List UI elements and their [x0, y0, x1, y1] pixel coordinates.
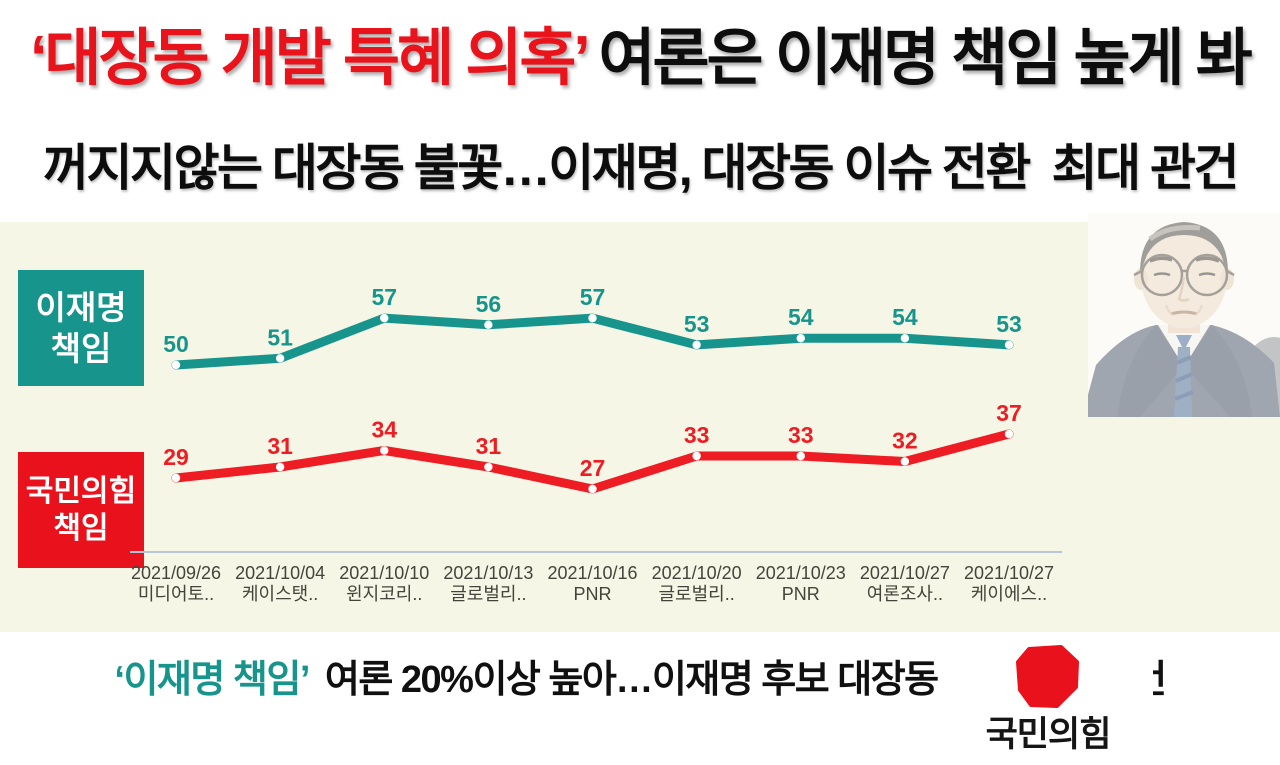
- category-pollster-label: PNR: [782, 584, 820, 604]
- value-label: 27: [580, 455, 606, 481]
- value-label: 31: [267, 433, 293, 459]
- nose: [1177, 276, 1190, 302]
- headline-primary: ‘대장동 개발 특혜 의혹’ 여론은 이재명 책임 높게 봐: [0, 26, 1280, 91]
- data-point-marker: [900, 334, 910, 343]
- data-point-marker: [692, 451, 701, 461]
- footer-caption-highlight: ‘이재명 책임’: [114, 659, 309, 701]
- category-pollster-label: 글로벌리..: [450, 584, 526, 604]
- category-date-label: 2021/10/13: [443, 563, 533, 583]
- category-date-label: 2021/09/26: [131, 563, 221, 583]
- category-pollster-label: 글로벌리..: [659, 584, 735, 604]
- headline-primary-rest: 여론은 이재명 책임 높게 봐: [585, 24, 1252, 93]
- value-label: 53: [996, 311, 1022, 337]
- value-label: 51: [267, 324, 293, 350]
- category-date-label: 2021/10/04: [235, 563, 325, 583]
- value-label: 57: [371, 284, 397, 310]
- eyebrow-left: [1149, 256, 1173, 263]
- photo-lee-jae-myung: [1088, 213, 1280, 417]
- data-point-marker: [275, 354, 285, 363]
- value-label: 53: [684, 311, 710, 337]
- data-point-marker: [484, 462, 493, 472]
- series-label-ppp-line1: 국민의힘: [25, 474, 137, 508]
- category-date-label: 2021/10/16: [547, 563, 637, 583]
- series-label-lee: 이재명 책임: [18, 270, 144, 386]
- headline-primary-highlight: ‘대장동 개발 특혜 의혹’: [30, 24, 589, 93]
- data-point-marker: [171, 473, 181, 483]
- tie-knot: [1176, 335, 1192, 351]
- glasses-right: [1185, 253, 1229, 297]
- page-root: { "colors": { "panel_background": "#f5f6…: [0, 25, 1280, 754]
- value-label: 33: [788, 422, 814, 448]
- data-point-marker: [1004, 429, 1014, 439]
- value-label: 33: [684, 422, 710, 448]
- value-label: 50: [163, 331, 189, 357]
- data-point-marker: [692, 340, 701, 350]
- data-point-marker: [588, 484, 597, 494]
- series-label-lee-line2: 책임: [50, 330, 112, 367]
- eyebrow-right: [1195, 256, 1220, 263]
- category-pollster-label: 케이스탯..: [242, 584, 318, 604]
- category-date-label: 2021/10/27: [860, 563, 950, 583]
- series-label-ppp: 국민의힘 책임: [18, 452, 144, 568]
- data-point-marker: [275, 462, 285, 472]
- ppp-logo-text: 국민의힘: [985, 715, 1112, 754]
- category-pollster-label: 케이에스..: [971, 584, 1047, 604]
- category-date-label: 2021/10/20: [652, 563, 742, 583]
- data-point-marker: [1004, 340, 1014, 350]
- value-label: 32: [892, 428, 918, 454]
- value-label: 34: [371, 417, 397, 443]
- value-label: 31: [476, 433, 502, 459]
- data-point-marker: [796, 334, 805, 343]
- data-point-marker: [171, 360, 181, 370]
- mouth: [1170, 310, 1198, 316]
- ppp-logo-box: 국민의힘: [943, 640, 1153, 765]
- ppp-logo-symbol-icon: [1016, 645, 1079, 708]
- data-point-marker: [588, 313, 597, 323]
- headline-secondary: 꺼지지않는 대장동 불꽃…이재명, 대장동 이슈 전환 최대 관건: [42, 140, 1240, 196]
- category-date-label: 2021/10/27: [964, 563, 1054, 583]
- category-pollster-label: 미디어토..: [138, 584, 214, 604]
- value-label: 54: [892, 304, 918, 330]
- value-label: 29: [163, 444, 189, 470]
- data-point-marker: [380, 446, 389, 455]
- category-date-label: 2021/10/23: [756, 563, 846, 583]
- eye-right: [1198, 272, 1216, 277]
- suit-lapel-right: [1184, 325, 1252, 417]
- category-pollster-label: 여론조사..: [867, 584, 943, 604]
- data-point-marker: [900, 457, 910, 466]
- data-point-marker: [796, 451, 805, 461]
- data-point-marker: [380, 313, 389, 323]
- suit-lapel-left: [1118, 325, 1184, 417]
- series-label-lee-line1: 이재명: [35, 288, 127, 326]
- value-label: 57: [580, 284, 606, 310]
- category-pollster-label: 윈지코리..: [346, 584, 422, 604]
- value-label: 56: [476, 291, 502, 317]
- value-label: 37: [996, 400, 1022, 426]
- data-point-marker: [484, 320, 493, 329]
- eye-left: [1153, 272, 1171, 277]
- category-date-label: 2021/10/10: [339, 563, 429, 583]
- glasses-left: [1140, 253, 1184, 297]
- category-pollster-label: PNR: [573, 584, 611, 604]
- hair-gray-streak: [1148, 225, 1201, 242]
- value-label: 54: [788, 304, 814, 330]
- trend-line-0: [171, 313, 1014, 370]
- series-label-ppp-line2: 책임: [53, 512, 109, 545]
